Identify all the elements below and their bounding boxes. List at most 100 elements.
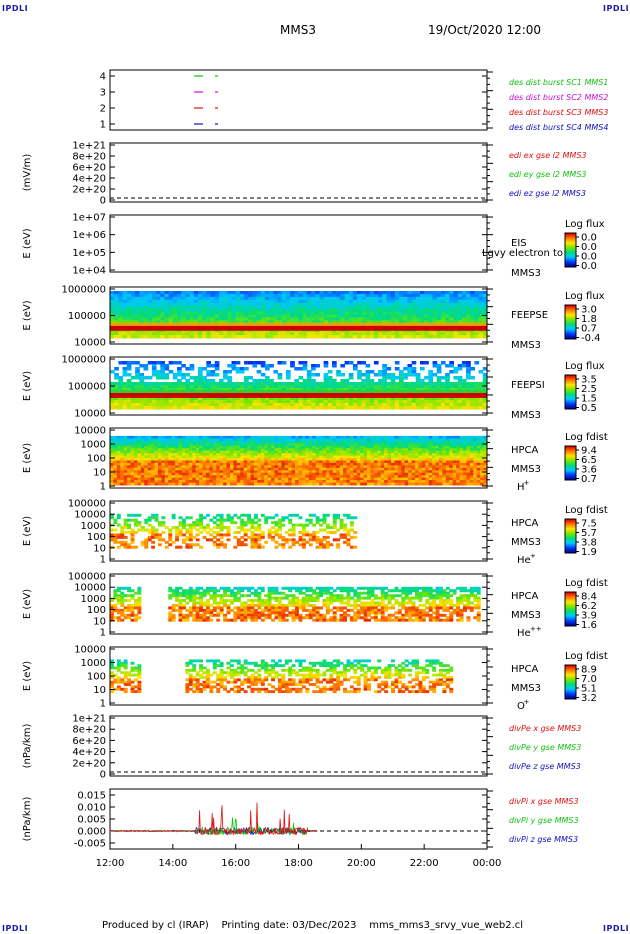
heatmap-cell [281, 450, 286, 454]
heatmap-cell [247, 450, 252, 454]
heatmap-cell [415, 335, 421, 339]
heatmap-cell [327, 406, 333, 410]
heatmap-cell [247, 458, 252, 461]
heatmap-cell [273, 332, 279, 336]
heatmap-cell [226, 450, 231, 454]
heatmap-cell [295, 467, 299, 471]
heatmap-cell [252, 388, 258, 392]
heatmap-cell [415, 403, 421, 407]
heatmap-cell [118, 379, 124, 383]
heatmap-cell [252, 406, 258, 410]
heatmap-cell [298, 443, 303, 447]
heatmap-cell [419, 329, 425, 333]
heatmap-cell [382, 373, 387, 377]
heatmap-cell [373, 311, 379, 315]
heatmap-cell [466, 291, 471, 295]
heatmap-cell [349, 435, 354, 439]
heatmap-cell [171, 482, 176, 486]
heatmap-cell [210, 317, 216, 321]
heatmap-cell [349, 460, 354, 464]
heatmap-cell [306, 385, 312, 389]
heatmap-cell [473, 475, 478, 479]
heatmap-cell [199, 443, 204, 447]
heatmap-cell [229, 453, 234, 457]
heatmap-cell [160, 311, 165, 315]
heatmap-cell [178, 443, 183, 447]
heatmap-cell [346, 465, 351, 469]
heatmap-cell [425, 435, 430, 439]
heatmap-cell [269, 320, 274, 324]
heatmap-cell [428, 458, 433, 461]
heatmap-cell [294, 397, 299, 401]
heatmap-cell [181, 291, 186, 295]
heatmap-cell [428, 376, 434, 380]
heatmap-cell [327, 385, 333, 389]
heatmap-cell [348, 406, 354, 410]
heatmap-cell [397, 467, 402, 471]
heatmap-cell [367, 465, 371, 469]
heatmap-cell [223, 291, 228, 295]
heatmap-cell [456, 443, 461, 447]
heatmap-cell [418, 482, 423, 486]
heatmap-cell [390, 397, 396, 401]
heatmap-cell [185, 382, 191, 386]
heatmap-cell [340, 403, 346, 407]
heatmap-cell [274, 455, 279, 459]
heatmap-cell [147, 335, 153, 339]
heatmap-cell [394, 472, 399, 476]
heatmap-cell [181, 435, 186, 439]
heatmap-cell [432, 335, 438, 339]
heatmap-cell [315, 440, 320, 444]
heatmap-cell [306, 397, 312, 401]
heatmap-cell [175, 435, 180, 439]
heatmap-cell [216, 455, 221, 459]
heatmap-cell [164, 376, 170, 380]
heatmap-cell [411, 435, 416, 439]
heatmap-cell [110, 435, 114, 439]
heatmap-cell [476, 438, 481, 442]
heatmap-cell [449, 385, 454, 389]
heatmap-cell [273, 311, 279, 315]
heatmap-cell [260, 397, 266, 401]
heatmap-cell [110, 472, 114, 476]
heatmap-cell [252, 311, 258, 315]
colorbar-segment [565, 256, 576, 258]
heatmap-cell [260, 314, 266, 318]
heatmap-cell [118, 305, 124, 310]
heatmap-cell [470, 388, 475, 392]
heatmap-cell [394, 453, 399, 457]
heatmap-cell [387, 458, 392, 461]
heatmap-cell [394, 470, 399, 474]
heatmap-cell [181, 455, 186, 459]
heatmap-cell [340, 311, 346, 315]
heatmap-cell [399, 376, 404, 380]
heatmap-cell [470, 382, 475, 386]
heatmap-cell [199, 482, 204, 486]
heatmap-cell [357, 332, 362, 336]
heatmap-cell [189, 296, 195, 301]
heatmap-cell [250, 460, 255, 464]
heatmap-cell [264, 453, 269, 457]
heatmap-cell [305, 460, 310, 464]
colorbar-segment [565, 335, 576, 337]
heatmap-cell [424, 403, 429, 407]
heatmap-cell [140, 438, 145, 442]
y-tick-label: 1e+04 [72, 266, 106, 277]
heatmap-cell [411, 361, 417, 365]
heatmap-cell [185, 445, 190, 449]
heatmap-cell [271, 475, 276, 479]
heatmap-cell [277, 400, 283, 404]
heatmap-cell [185, 458, 190, 461]
heatmap-cell [209, 450, 214, 454]
heatmap-cell [114, 332, 119, 336]
heatmap-cell [302, 406, 308, 410]
heatmap-cell [143, 376, 149, 380]
heatmap-cell [135, 293, 140, 298]
heatmap-cell [301, 482, 306, 486]
heatmap-cell [391, 482, 395, 486]
heatmap-cell [116, 467, 121, 471]
heatmap-cell [185, 296, 191, 301]
heatmap-cell [214, 406, 220, 410]
heatmap-cell [298, 435, 303, 439]
heatmap-cell [323, 397, 329, 401]
